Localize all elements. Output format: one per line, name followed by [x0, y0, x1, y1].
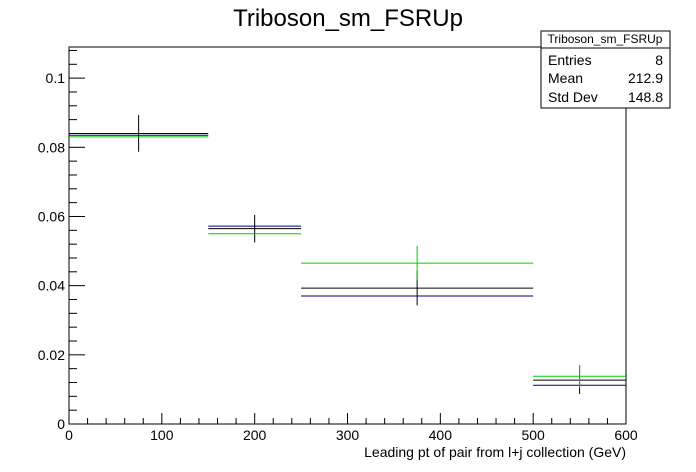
x-tick-label: 200 [243, 427, 267, 443]
x-axis: 0 100 200 300 400 500 600 [65, 413, 638, 443]
x-tick-label: 400 [429, 427, 453, 443]
data-series [69, 115, 626, 394]
x-tick-label: 600 [614, 427, 638, 443]
stats-box-frame [540, 30, 671, 109]
y-tick-label: 0.1 [46, 70, 66, 86]
y-tick-label: 0 [57, 416, 65, 432]
series-0 [69, 115, 626, 394]
stats-stddev-value: 148.8 [628, 89, 663, 105]
y-tick-label: 0.02 [38, 347, 65, 363]
y-tick-label: 0.04 [38, 278, 65, 294]
series-2 [69, 136, 626, 388]
x-tick-label: 100 [150, 427, 174, 443]
stats-mean-label: Mean [548, 70, 583, 86]
y-tick-label: 0.08 [38, 139, 65, 155]
stats-mean-value: 212.9 [628, 70, 663, 86]
x-tick-label: 0 [65, 427, 73, 443]
x-axis-title: Leading pt of pair from l+j collection (… [364, 444, 626, 460]
y-axis: 0 0.02 0.04 0.06 0.08 0.1 [38, 49, 85, 432]
stats-stddev-label: Std Dev [548, 89, 598, 105]
stats-box: Triboson_sm_FSRUp Entries 8 Mean 212.9 S… [540, 30, 671, 109]
x-tick-label: 300 [336, 427, 360, 443]
series-1 [69, 134, 626, 386]
y-tick-label: 0.06 [38, 208, 65, 224]
x-tick-label: 500 [521, 427, 545, 443]
stats-box-title: Triboson_sm_FSRUp [548, 32, 663, 46]
stats-entries-label: Entries [548, 52, 592, 68]
stats-entries-value: 8 [655, 52, 663, 68]
chart-title: Triboson_sm_FSRUp [233, 5, 463, 32]
